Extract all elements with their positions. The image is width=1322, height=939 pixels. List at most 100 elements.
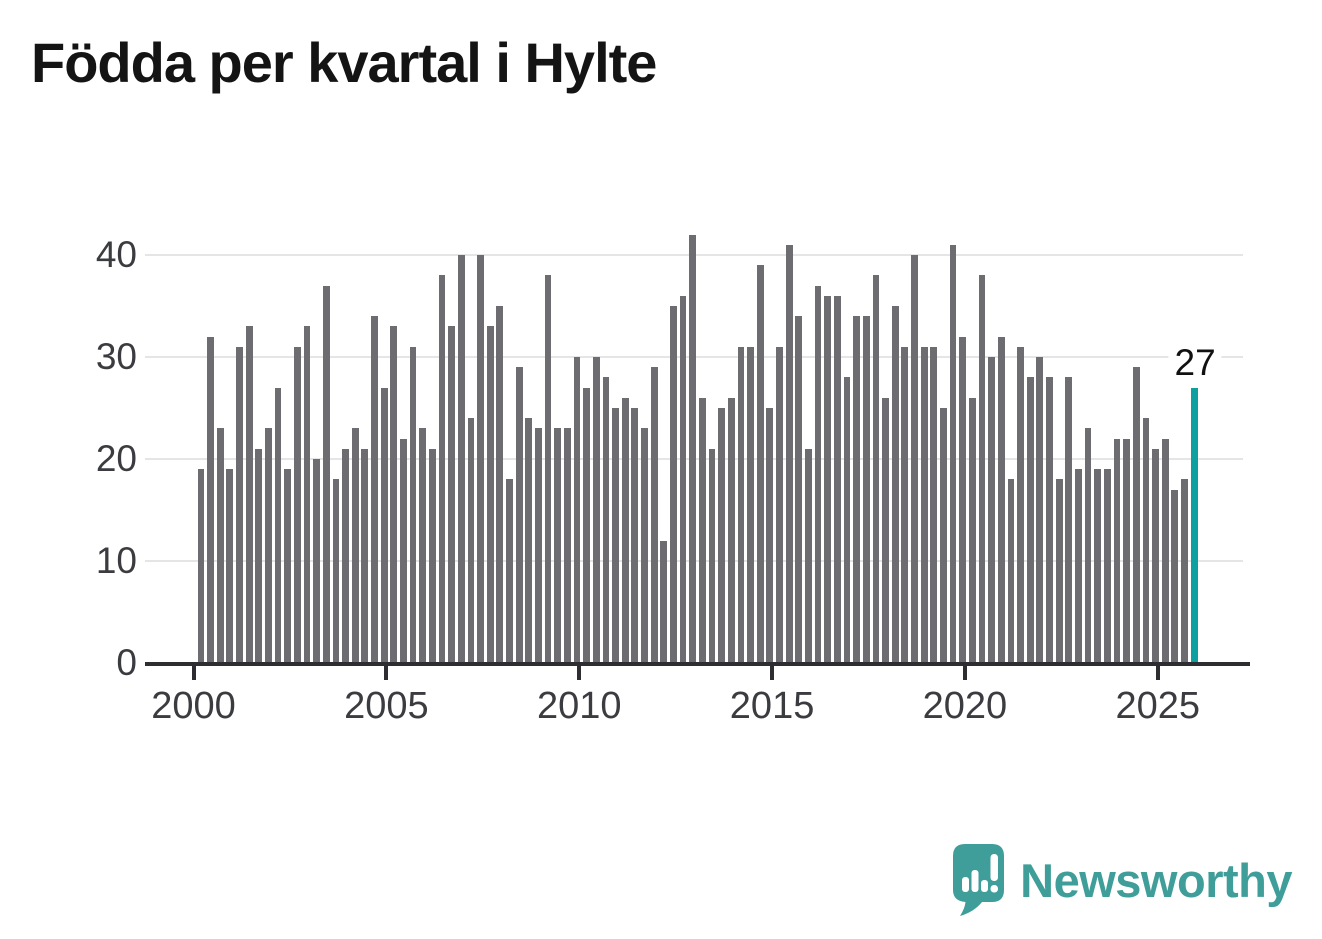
bar-quarter [756, 265, 764, 663]
bar-quarter [554, 428, 562, 663]
bar-quarter [1094, 469, 1102, 663]
bar-quarter [583, 387, 591, 663]
bar-quarter [1123, 438, 1131, 663]
bar-quarter [293, 346, 301, 663]
bar-quarter [245, 326, 253, 663]
bar-quarter [265, 428, 272, 663]
bar-quarter [641, 428, 648, 663]
newsworthy-logo: Newsworthy [952, 844, 1292, 917]
x-axis-tick-label: 2015 [729, 685, 815, 727]
bar-quarter [371, 316, 378, 663]
bar-quarter [862, 316, 870, 663]
bar-quarter [698, 397, 706, 663]
bar-quarter [650, 367, 658, 663]
bar-quarter [409, 346, 417, 663]
bar-quarter [361, 448, 369, 663]
bar-quarter [968, 397, 976, 663]
bar-quarter [1161, 438, 1169, 663]
bar-quarter [718, 408, 726, 663]
bar-quarter [997, 336, 1005, 663]
bar-quarter [1036, 357, 1044, 663]
bar-quarter [496, 306, 504, 663]
x-axis-tick [770, 666, 775, 680]
bar-quarter [843, 377, 851, 663]
bar-quarter [274, 387, 282, 663]
bar-quarter [1084, 428, 1092, 663]
bar-quarter [727, 397, 735, 663]
bar-quarter [901, 346, 909, 663]
bar-quarter [882, 397, 889, 663]
bar-quarter [207, 336, 214, 663]
bar-quarter [284, 469, 292, 663]
bar-quarter [477, 255, 484, 663]
y-axis-tick-label: 40 [95, 234, 137, 275]
x-axis-tick-label: 2000 [151, 685, 236, 727]
bar-quarter [390, 326, 398, 663]
bar-quarter [525, 418, 533, 663]
bar-quarter [612, 408, 619, 663]
bar-quarter [679, 295, 687, 663]
y-axis-tick-label: 30 [95, 336, 137, 377]
bar-quarter [853, 316, 861, 663]
bar-quarter [197, 469, 205, 663]
bar-quarter [332, 479, 340, 663]
bar-quarter [592, 357, 600, 663]
bar-quarter [737, 346, 745, 663]
bar-quarter [400, 438, 407, 663]
bar-quarter [631, 408, 639, 663]
newsworthy-wordmark: Newsworthy [1020, 854, 1292, 907]
bar-quarter [988, 357, 996, 663]
bar-quarter [1065, 377, 1073, 663]
bar-quarter [949, 244, 957, 663]
bar-quarter [670, 306, 677, 663]
x-axis-tick-label: 2020 [922, 685, 1008, 727]
bar-quarter [930, 346, 938, 663]
x-axis-tick [384, 666, 389, 680]
bar-value-label: 27 [1168, 341, 1222, 384]
x-axis-tick-label: 2005 [344, 685, 429, 727]
bar-quarter [226, 469, 234, 663]
bar-quarter [689, 234, 697, 663]
bar-quarter [255, 448, 263, 663]
x-axis-tick [191, 666, 196, 680]
bar-quarter [747, 346, 754, 663]
bar-quarter [776, 346, 783, 663]
bar-quarter [438, 275, 446, 663]
bar-quarter [766, 408, 774, 663]
chart-title: Födda per kvartal i Hylte [31, 31, 657, 94]
y-axis-tick-label: 0 [116, 642, 137, 683]
bar-quarter [535, 428, 542, 663]
bar-quarter [1142, 418, 1150, 663]
bar-quarter [351, 428, 359, 663]
bar-quarter [1007, 479, 1015, 663]
bar-quarter [467, 418, 475, 663]
bar-quarter [795, 316, 803, 663]
bar-quarter [978, 275, 986, 663]
bar-quarter [448, 326, 456, 663]
bar-quarter [1152, 448, 1159, 663]
bar-quarter [1113, 438, 1121, 663]
x-axis-tick-label: 2025 [1115, 685, 1201, 727]
y-axis-tick-label: 10 [95, 540, 137, 581]
bar-quarter [573, 357, 581, 663]
x-axis-tick [577, 666, 582, 680]
bar-quarter [911, 255, 918, 663]
bar-quarter [920, 346, 928, 663]
bar-quarter [1017, 346, 1024, 663]
bar-quarter [660, 540, 668, 663]
bar-quarter [1055, 479, 1063, 663]
x-axis-tick [1155, 666, 1160, 680]
bar-quarter [1181, 479, 1188, 663]
bar-quarter [313, 459, 321, 663]
bar-quarter [1132, 367, 1140, 663]
x-axis-tick [962, 666, 967, 680]
bar-quarter [342, 448, 349, 663]
bar-quarter [380, 387, 388, 663]
bar-quarter [833, 295, 841, 663]
bar-quarter [515, 367, 523, 663]
bar-quarter [563, 428, 571, 663]
bar-highlight-latest-quarter [1190, 387, 1198, 663]
bar-quarter [872, 275, 880, 663]
bar-quarter [602, 377, 610, 663]
